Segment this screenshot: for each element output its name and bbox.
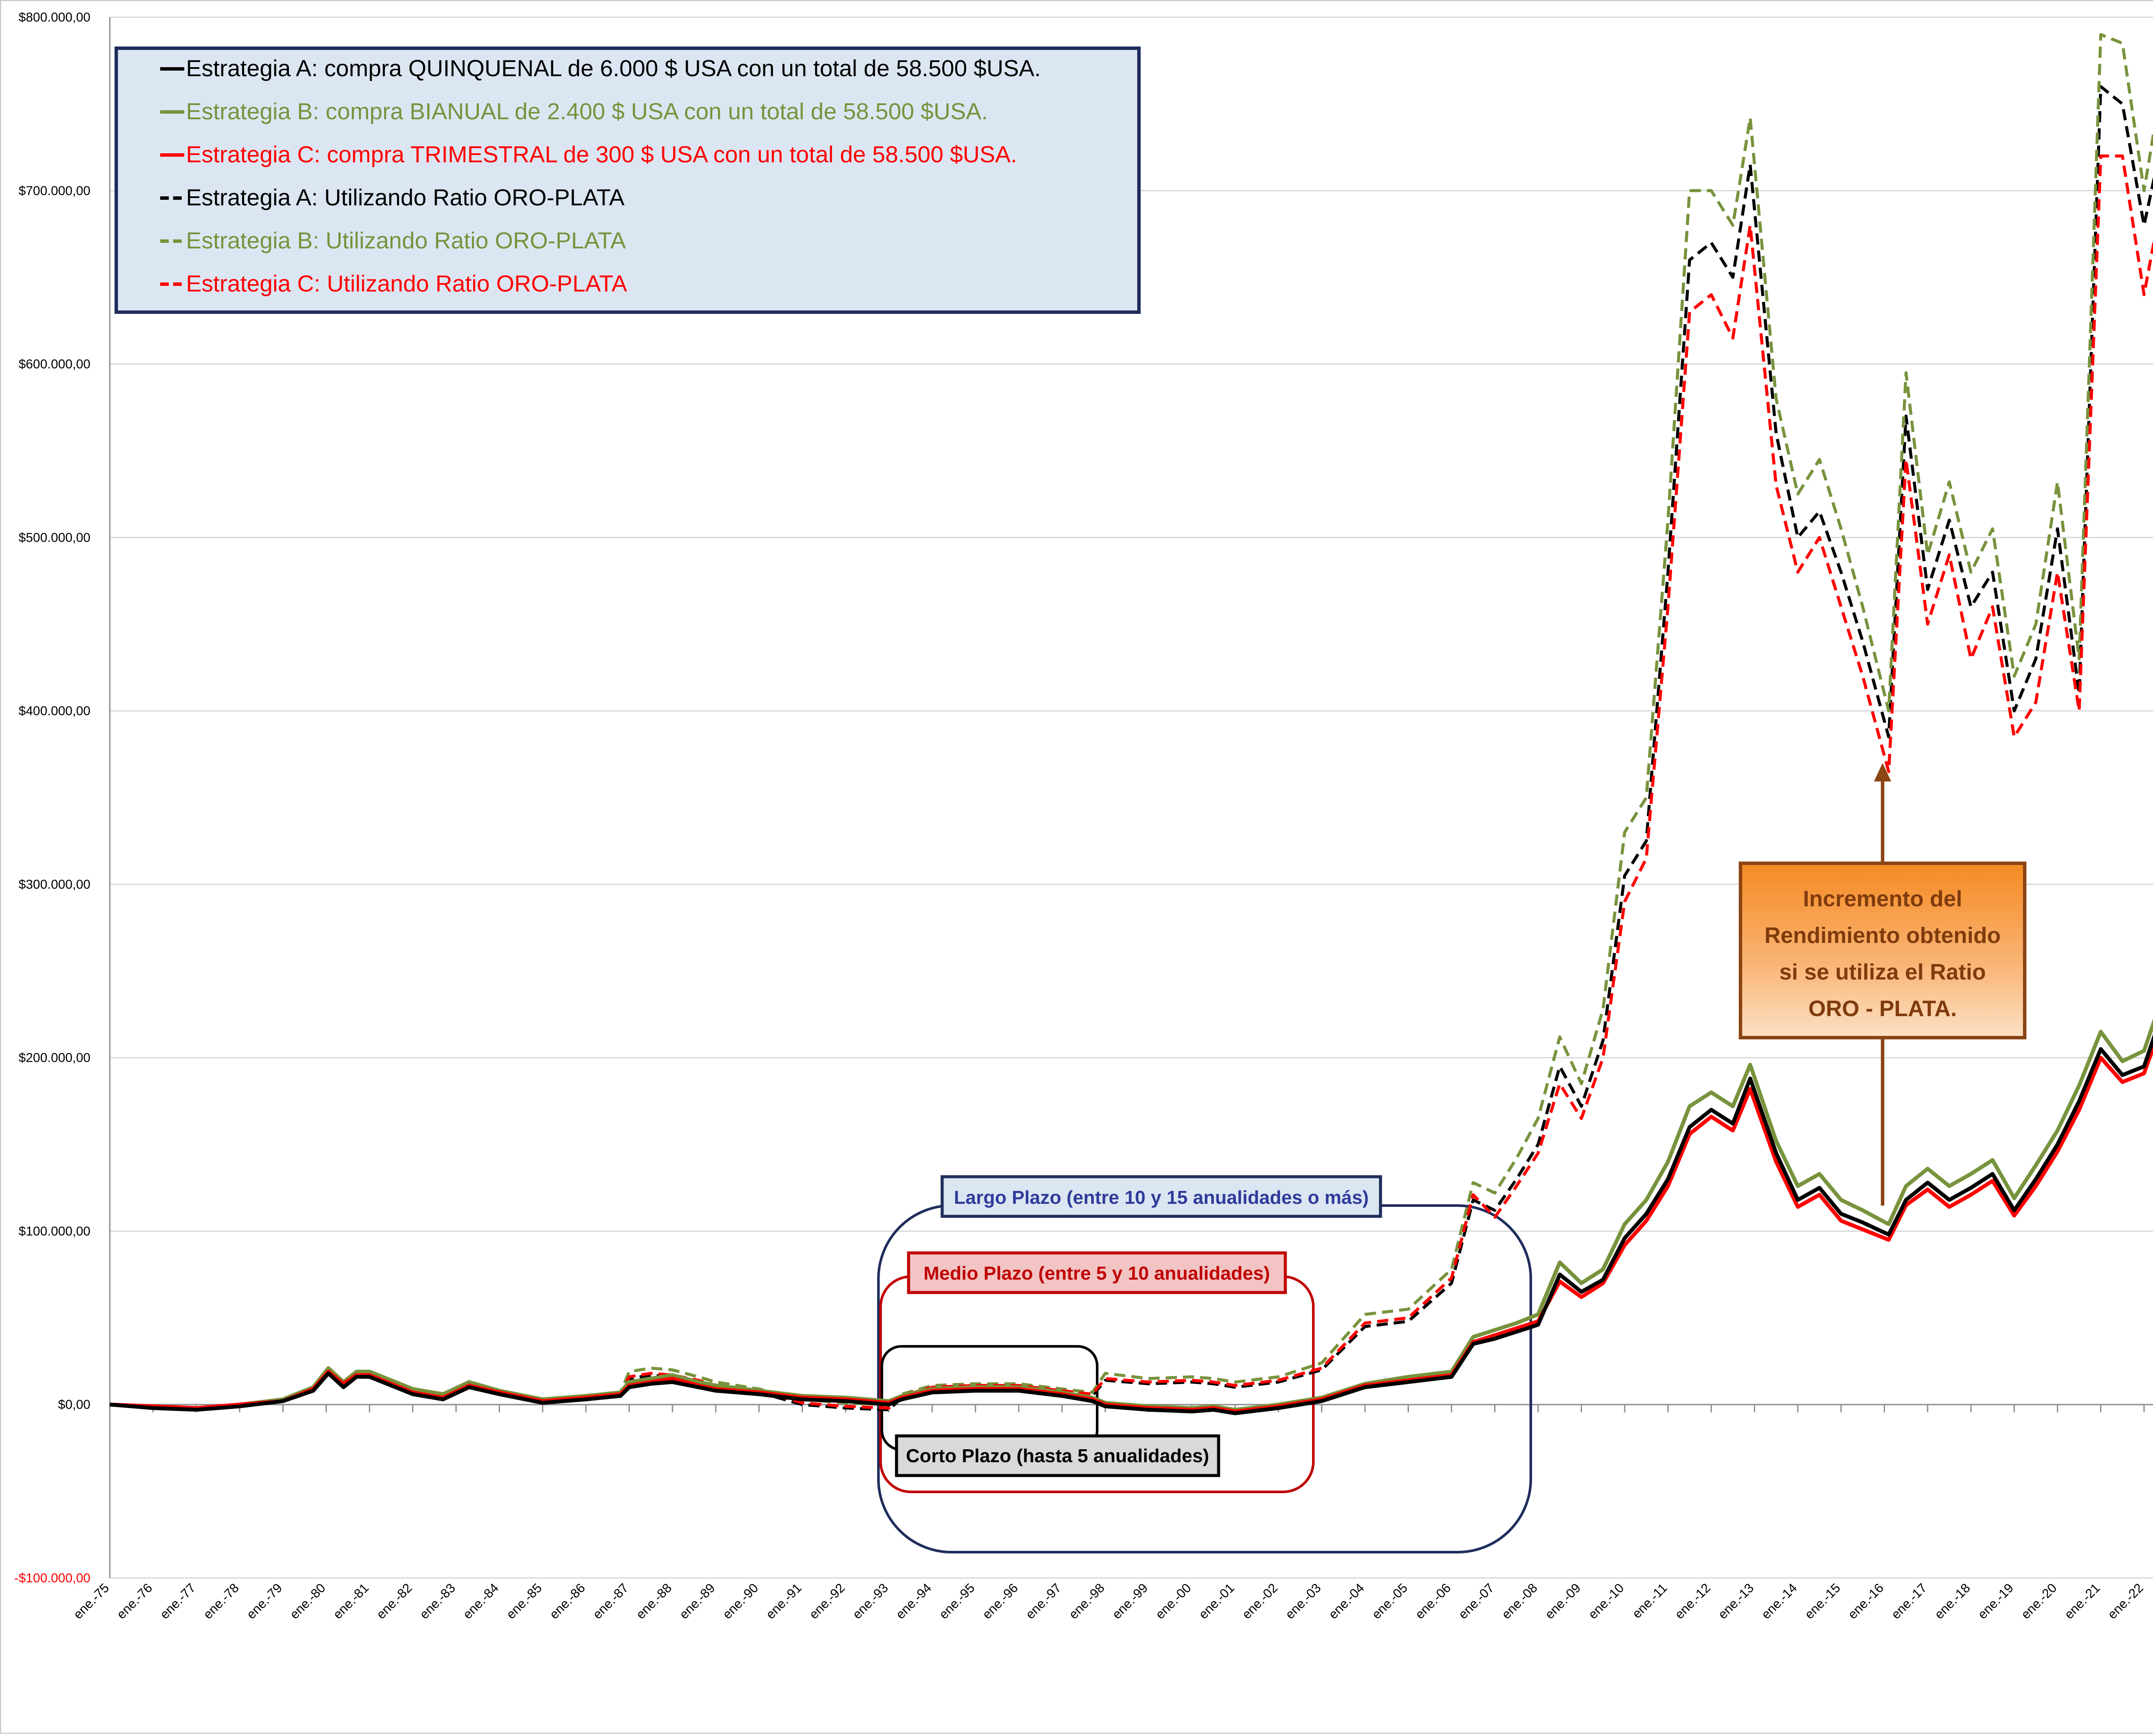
corto-plazo-label: Corto Plazo (hasta 5 anualidades): [906, 1445, 1209, 1466]
callout-line-3: si se utiliza el Ratio: [1779, 960, 1986, 985]
callout-arrowhead: [1874, 763, 1891, 781]
legend-label: Estrategia B: compra BIANUAL de 2.400 $ …: [186, 99, 988, 124]
callout-box: [1739, 862, 2026, 1039]
y-tick-label: $700.000,00: [19, 184, 90, 198]
y-tick-label: $400.000,00: [19, 704, 90, 718]
legend-label: Estrategia C: compra TRIMESTRAL de 300 $…: [186, 142, 1017, 167]
corto-plazo-label-group: Corto Plazo (hasta 5 anualidades): [895, 1434, 1220, 1477]
largo-plazo-label: Largo Plazo (entre 10 y 15 anualidades o…: [954, 1187, 1368, 1208]
series-line: [109, 1034, 2153, 1415]
legend-label: Estrategia B: Utilizando Ratio ORO-PLATA: [186, 228, 626, 254]
legend-label: Estrategia A: compra QUINQUENAL de 6.000…: [186, 56, 1041, 81]
series-layer: [109, 33, 2153, 1415]
legend-items: Estrategia A: compra QUINQUENAL de 6.000…: [160, 56, 1041, 297]
y-tick-label: $500.000,00: [19, 530, 90, 545]
y-tick-label: $800.000,00: [19, 10, 90, 25]
legend-box: [115, 46, 1141, 314]
y-tick-label: $600.000,00: [19, 357, 90, 372]
callout-line-1: Incremento del: [1803, 887, 1962, 911]
medio-plazo-label: Medio Plazo (entre 5 y 10 anualidades): [924, 1263, 1270, 1284]
y-tick-label: $300.000,00: [19, 877, 90, 892]
legend-label: Estrategia C: Utilizando Ratio ORO-PLATA: [186, 271, 627, 297]
y-tick-label: $200.000,00: [19, 1051, 90, 1065]
y-tick-layer: -$100.000,00 $0,00 $100.000,00 $200.000,00 $…: [14, 10, 90, 1585]
largo-plazo-label-group: Largo Plazo (entre 10 y 15 anualidades o…: [940, 1175, 1382, 1218]
largo-plazo-label-box: [940, 1175, 1382, 1218]
callout-line-2: Rendimiento obtenido: [1765, 923, 2001, 948]
y-tick-label: $100.000,00: [19, 1224, 90, 1238]
medio-plazo-label-box: [907, 1251, 1287, 1294]
legend-label: Estrategia A: Utilizando Ratio ORO-PLATA: [186, 185, 624, 211]
incremento-callout: Incremento del Rendimiento obtenido si s…: [1739, 763, 2026, 1206]
corto-plazo-label-box: [895, 1434, 1220, 1477]
legend: Estrategia A: compra QUINQUENAL de 6.000…: [115, 46, 1141, 314]
callout-line-4: ORO - PLATA.: [1809, 996, 1957, 1021]
y-tick-label: $0,00: [58, 1398, 90, 1412]
medio-plazo-label-group: Medio Plazo (entre 5 y 10 anualidades): [907, 1251, 1287, 1294]
axis-layer: [109, 17, 2153, 1578]
y-tick-label: -$100.000,00: [14, 1571, 90, 1585]
